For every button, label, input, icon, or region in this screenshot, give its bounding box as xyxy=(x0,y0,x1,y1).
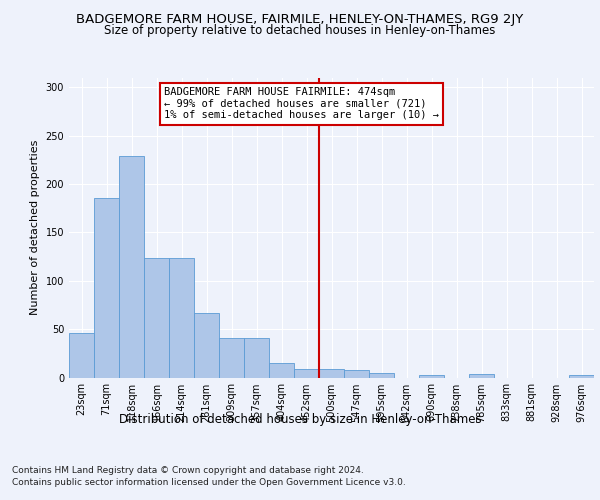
Y-axis label: Number of detached properties: Number of detached properties xyxy=(30,140,40,315)
Bar xyxy=(419,374,444,378)
Text: Size of property relative to detached houses in Henley-on-Thames: Size of property relative to detached ho… xyxy=(104,24,496,37)
Bar xyxy=(169,258,194,378)
Bar xyxy=(119,156,144,378)
Bar xyxy=(344,370,369,378)
Bar xyxy=(294,369,319,378)
Bar xyxy=(569,374,594,378)
Bar xyxy=(319,369,344,378)
Text: BADGEMORE FARM HOUSE FAIRMILE: 474sqm
← 99% of detached houses are smaller (721): BADGEMORE FARM HOUSE FAIRMILE: 474sqm ← … xyxy=(164,87,439,120)
Bar xyxy=(94,198,119,378)
Bar xyxy=(69,333,94,378)
Bar xyxy=(244,338,269,378)
Bar xyxy=(144,258,169,378)
Bar xyxy=(369,372,394,378)
Bar xyxy=(269,363,294,378)
Text: Contains HM Land Registry data © Crown copyright and database right 2024.: Contains HM Land Registry data © Crown c… xyxy=(12,466,364,475)
Bar xyxy=(469,374,494,378)
Text: BADGEMORE FARM HOUSE, FAIRMILE, HENLEY-ON-THAMES, RG9 2JY: BADGEMORE FARM HOUSE, FAIRMILE, HENLEY-O… xyxy=(76,12,524,26)
Bar xyxy=(194,312,219,378)
Text: Contains public sector information licensed under the Open Government Licence v3: Contains public sector information licen… xyxy=(12,478,406,487)
Text: Distribution of detached houses by size in Henley-on-Thames: Distribution of detached houses by size … xyxy=(119,412,481,426)
Bar xyxy=(219,338,244,378)
